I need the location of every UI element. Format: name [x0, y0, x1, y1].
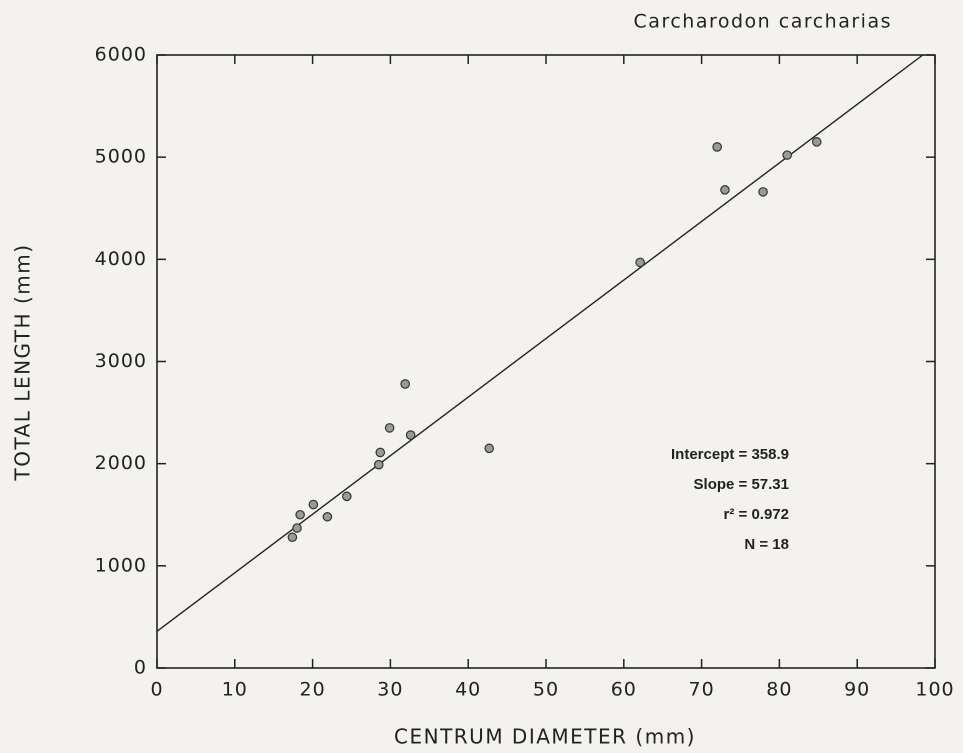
x-tick-label: 10	[222, 679, 248, 701]
fit-annotation: Slope = 57.31	[694, 476, 789, 493]
chart-title: Carcharodon carcharias	[634, 11, 892, 33]
data-point	[811, 137, 822, 147]
data-point	[375, 447, 386, 458]
data-point	[400, 379, 410, 389]
x-tick-label: 50	[533, 679, 559, 701]
x-tick-label: 40	[455, 679, 481, 701]
data-point	[484, 443, 495, 454]
data-point	[712, 142, 722, 152]
data-point	[635, 257, 645, 268]
data-point	[373, 459, 384, 470]
x-tick-label: 80	[766, 679, 792, 701]
fit-annotation: N = 18	[744, 536, 789, 553]
y-tick-label: 2000	[95, 452, 147, 474]
x-tick-label: 70	[689, 679, 715, 701]
data-point	[287, 532, 298, 543]
data-point	[292, 523, 302, 533]
data-point	[758, 187, 768, 197]
y-tick-label: 5000	[95, 146, 147, 168]
y-tick-label: 0	[134, 657, 147, 679]
regression-line	[156, 54, 924, 632]
data-point	[384, 423, 395, 433]
fit-annotation: Intercept = 358.9	[671, 446, 789, 463]
x-tick-label: 20	[300, 679, 326, 701]
data-point	[720, 185, 730, 195]
x-tick-label: 60	[611, 679, 637, 701]
data-point	[782, 150, 792, 160]
data-point	[322, 511, 333, 522]
data-point	[308, 499, 319, 510]
y-tick-label: 6000	[95, 44, 147, 66]
plot-frame	[156, 54, 936, 669]
data-point	[295, 509, 305, 520]
y-tick-label: 4000	[95, 248, 147, 270]
x-tick-label: 90	[844, 679, 870, 701]
x-tick-label: 0	[150, 679, 163, 701]
fit-annotation: r² = 0.972	[724, 506, 789, 523]
x-axis-title: CENTRUM DIAMETER (mm)	[394, 725, 696, 749]
x-tick-label: 30	[377, 679, 403, 701]
data-point	[342, 491, 352, 502]
y-tick-label: 3000	[95, 350, 147, 372]
y-axis-title: TOTAL LENGTH (mm)	[11, 243, 35, 481]
y-tick-label: 1000	[95, 554, 147, 576]
x-tick-label: 100	[915, 679, 954, 701]
data-point	[405, 430, 416, 440]
